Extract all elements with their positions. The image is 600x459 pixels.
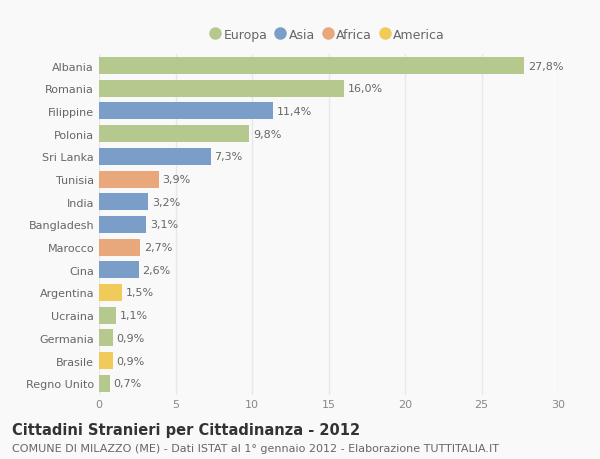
Text: 9,8%: 9,8% [253,129,281,140]
Text: 1,5%: 1,5% [126,288,154,298]
Text: 7,3%: 7,3% [215,152,243,162]
Bar [99,171,158,188]
Text: 27,8%: 27,8% [528,62,563,72]
Bar [99,216,146,233]
Bar [99,80,344,97]
Text: 11,4%: 11,4% [277,106,313,117]
Text: Cittadini Stranieri per Cittadinanza - 2012: Cittadini Stranieri per Cittadinanza - 2… [12,422,360,437]
Text: 0,9%: 0,9% [116,356,145,366]
Text: 1,1%: 1,1% [119,310,148,320]
Bar [99,375,110,392]
Bar [99,353,113,369]
Text: 3,9%: 3,9% [163,174,191,185]
Bar [99,126,249,143]
Bar [99,239,140,256]
Bar [99,149,211,165]
Text: 0,9%: 0,9% [116,333,145,343]
Text: COMUNE DI MILAZZO (ME) - Dati ISTAT al 1° gennaio 2012 - Elaborazione TUTTITALIA: COMUNE DI MILAZZO (ME) - Dati ISTAT al 1… [12,443,499,453]
Bar [99,58,524,75]
Text: 3,2%: 3,2% [152,197,180,207]
Text: 2,6%: 2,6% [143,265,171,275]
Bar [99,330,113,347]
Bar [99,307,116,324]
Text: 16,0%: 16,0% [347,84,383,94]
Bar [99,194,148,211]
Text: 3,1%: 3,1% [150,220,178,230]
Bar [99,103,274,120]
Bar [99,284,122,301]
Bar [99,262,139,279]
Legend: Europa, Asia, Africa, America: Europa, Asia, Africa, America [207,24,450,47]
Text: 2,7%: 2,7% [144,242,173,252]
Text: 0,7%: 0,7% [113,378,142,388]
